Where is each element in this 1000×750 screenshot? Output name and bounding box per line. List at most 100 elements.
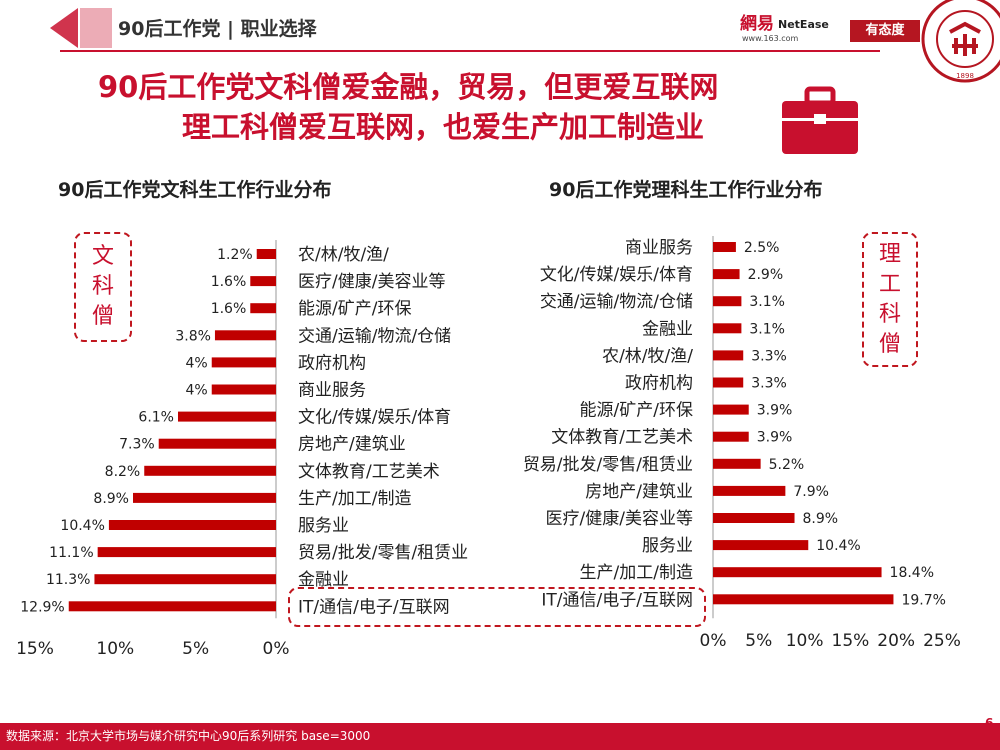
footer-bar bbox=[0, 723, 1000, 750]
left-category-label: 房地产/建筑业 bbox=[298, 435, 406, 455]
left-bar bbox=[250, 303, 276, 314]
right-bar bbox=[713, 404, 749, 415]
science-badge-char: 工 bbox=[878, 272, 901, 297]
science-badge: 理 工 科 僧 bbox=[862, 232, 918, 367]
left-bar bbox=[214, 330, 276, 341]
left-bar bbox=[211, 357, 276, 368]
left-bar-value-label: 8.9% bbox=[93, 491, 129, 507]
right-bar bbox=[713, 431, 749, 442]
humanities-badge: 文 科 僧 bbox=[74, 232, 132, 342]
footer-source: 数据来源：北京大学市场与媒介研究中心90后系列研究 base=3000 bbox=[6, 729, 371, 743]
right-bar-value-label: 3.9% bbox=[757, 403, 793, 419]
right-bar bbox=[713, 323, 742, 334]
left-bar-value-label: 11.1% bbox=[49, 545, 93, 561]
left-bar-value-label: 8.2% bbox=[105, 464, 141, 480]
left-category-label: 生产/加工/制造 bbox=[298, 489, 411, 509]
left-category-label: 交通/运输/物流/仓储 bbox=[298, 326, 451, 346]
right-bar-value-label: 5.2% bbox=[769, 457, 805, 473]
right-category-label: 政府机构 bbox=[625, 374, 693, 394]
left-category-label: 文化/传媒/娱乐/体育 bbox=[298, 408, 451, 428]
right-category-label: 医疗/健康/美容业等 bbox=[546, 509, 693, 529]
right-bar-value-label: 10.4% bbox=[816, 538, 860, 554]
right-category-label: 生产/加工/制造 bbox=[580, 563, 693, 583]
left-category-label: 金融业 bbox=[298, 570, 349, 590]
section-label: 90后工作党 | 职业选择 bbox=[118, 18, 317, 40]
left-category-label: 能源/矿产/环保 bbox=[298, 299, 411, 319]
left-bar-value-label: 1.2% bbox=[217, 247, 253, 263]
left-bar bbox=[108, 520, 276, 530]
left-category-label: 贸易/批发/零售/租赁业 bbox=[298, 543, 468, 563]
right-bar-value-label: 2.9% bbox=[748, 267, 784, 283]
netease-logo: 網易 NetEase www.163.com bbox=[740, 13, 829, 43]
left-bar bbox=[250, 276, 276, 287]
right-bar-value-label: 3.3% bbox=[751, 348, 787, 364]
right-bar bbox=[713, 242, 736, 252]
right-category-label: 房地产/建筑业 bbox=[585, 482, 693, 502]
youtaidu-logo: 有态度 bbox=[850, 20, 920, 42]
science-badge-char: 科 bbox=[878, 302, 901, 327]
seal-year: 1898 bbox=[956, 72, 974, 80]
right-x-tick-label: 10% bbox=[786, 631, 824, 651]
left-category-label: 商业服务 bbox=[298, 381, 366, 401]
humanities-badge-char: 僧 bbox=[91, 304, 114, 329]
briefcase-icon bbox=[782, 86, 858, 154]
science-badge-char: 僧 bbox=[878, 332, 901, 357]
right-bar bbox=[713, 540, 809, 551]
right-category-label: 文化/传媒/娱乐/体育 bbox=[540, 265, 693, 285]
left-bar bbox=[211, 384, 276, 395]
left-bar bbox=[144, 465, 276, 476]
right-x-tick-label: 15% bbox=[832, 631, 870, 651]
right-x-tick-label: 25% bbox=[923, 631, 961, 651]
right-bar bbox=[713, 377, 744, 388]
left-bar-value-label: 11.3% bbox=[46, 572, 90, 588]
left-category-label: 政府机构 bbox=[298, 353, 366, 373]
left-bar-value-label: 3.8% bbox=[175, 328, 211, 344]
humanities-badge-char: 科 bbox=[91, 274, 114, 299]
right-x-tick-label: 20% bbox=[877, 631, 915, 651]
left-category-label: 文体教育/工艺美术 bbox=[298, 462, 440, 482]
right-category-label: 交通/运输/物流/仓储 bbox=[540, 292, 693, 312]
right-category-label: 能源/矿产/环保 bbox=[580, 401, 693, 421]
left-bar bbox=[256, 249, 276, 259]
right-bar bbox=[713, 567, 882, 578]
left-bar bbox=[97, 547, 276, 558]
netease-en-text: NetEase bbox=[778, 18, 829, 31]
netease-cn-text: 網易 bbox=[740, 13, 774, 34]
left-bar-value-label: 12.9% bbox=[20, 599, 64, 615]
right-category-label: 文体教育/工艺美术 bbox=[551, 428, 693, 448]
right-bar-value-label: 3.9% bbox=[757, 430, 793, 446]
left-bar-value-label: 7.3% bbox=[119, 437, 155, 453]
right-bar bbox=[713, 594, 894, 605]
netease-url-text: www.163.com bbox=[742, 34, 799, 43]
left-category-label: 农/林/牧/渔/ bbox=[298, 245, 389, 265]
right-bar-value-label: 8.9% bbox=[803, 511, 839, 527]
science-badge-char: 理 bbox=[878, 242, 901, 267]
right-bar bbox=[713, 458, 761, 469]
page-number: 6 bbox=[985, 716, 994, 730]
left-x-tick-label: 5% bbox=[182, 639, 209, 659]
right-bar-value-label: 3.1% bbox=[749, 321, 785, 337]
right-category-label: 服务业 bbox=[642, 536, 693, 556]
right-category-label: 农/林/牧/渔/ bbox=[602, 346, 693, 366]
left-bar bbox=[68, 601, 277, 612]
right-category-label: 贸易/批发/零售/租赁业 bbox=[523, 455, 693, 475]
peking-university-seal-icon: 1898 bbox=[921, 0, 1000, 83]
headline-line2: 理工科僧爱互联网，也爱生产加工制造业 bbox=[182, 110, 705, 144]
right-bar bbox=[713, 350, 744, 361]
left-bar-value-label: 6.1% bbox=[138, 410, 174, 426]
header-divider bbox=[60, 50, 880, 52]
left-x-tick-label: 15% bbox=[16, 639, 54, 659]
left-category-label: 医疗/健康/美容业等 bbox=[298, 272, 445, 292]
header-arrow-icon bbox=[50, 8, 112, 48]
right-bar-value-label: 2.5% bbox=[744, 240, 780, 256]
left-x-tick-label: 10% bbox=[96, 639, 134, 659]
left-bar-value-label: 10.4% bbox=[60, 518, 104, 534]
left-x-tick-label: 0% bbox=[263, 639, 290, 659]
left-bar bbox=[94, 574, 277, 585]
right-x-tick-label: 5% bbox=[745, 631, 772, 651]
left-bar-value-label: 4% bbox=[186, 383, 208, 399]
left-bar-value-label: 1.6% bbox=[211, 274, 247, 290]
left-category-label: IT/通信/电子/互联网 bbox=[298, 597, 450, 617]
right-chart-title: 90后工作党理科生工作行业分布 bbox=[549, 179, 823, 201]
right-bar-value-label: 7.9% bbox=[793, 484, 829, 500]
